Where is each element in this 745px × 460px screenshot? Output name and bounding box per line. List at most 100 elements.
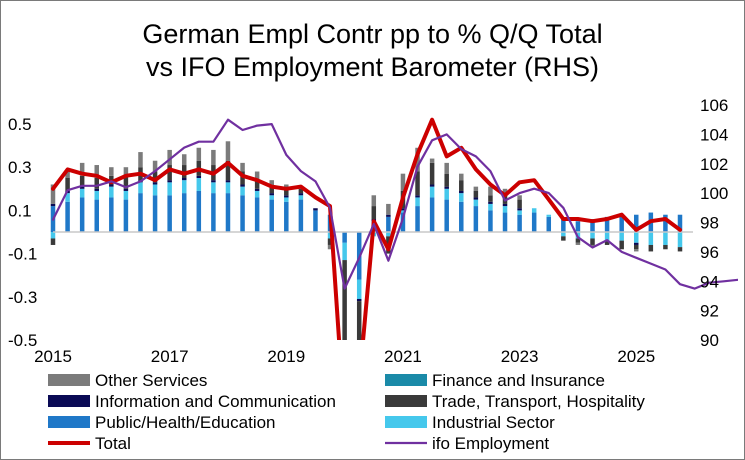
legend-label: Public/Health/Education — [95, 413, 276, 432]
bar-segment — [167, 165, 172, 181]
bar-segment — [50, 232, 56, 239]
bar-segment — [109, 197, 114, 232]
bar-segment — [298, 188, 304, 194]
bar-segment — [167, 180, 172, 183]
bar-segment — [459, 180, 464, 191]
bar-segment — [138, 193, 143, 232]
bar-segment — [677, 247, 683, 252]
chart-title-line-1: German Empl Contr pp to % Q/Q Total — [142, 19, 603, 49]
bar-segment — [123, 167, 129, 176]
bar-segment — [444, 186, 449, 189]
bar-segment — [94, 199, 99, 232]
bar-segment — [575, 221, 581, 232]
bar-segment — [386, 203, 391, 215]
bar-segment — [211, 182, 216, 194]
bar-segment — [502, 203, 508, 207]
bar-segment — [648, 244, 654, 252]
bar-segment — [269, 193, 274, 196]
bar-segment — [415, 206, 420, 232]
bar-segment — [473, 186, 479, 191]
bar-segment — [356, 298, 362, 302]
bar-segment — [444, 199, 449, 232]
bar-segment — [561, 219, 566, 232]
bar-segment — [284, 186, 289, 196]
bar-segment — [342, 242, 347, 261]
y-right-tick-label: 96 — [700, 243, 719, 262]
legend-swatch — [48, 374, 90, 386]
legend-label: Industrial Sector — [432, 413, 555, 432]
bar-segment — [167, 195, 172, 232]
bar-segment — [240, 162, 245, 172]
y-right-tick-label: 94 — [700, 272, 719, 291]
bar-segment — [196, 175, 202, 178]
bar-segment — [211, 180, 216, 183]
bar-segment — [634, 242, 639, 245]
bar-segment — [429, 158, 435, 163]
y-left-tick-label: -0.1 — [8, 245, 37, 264]
bar-segment — [663, 232, 668, 245]
bar-segment — [619, 232, 624, 241]
bar-segment — [313, 210, 318, 232]
y-right-tick-label: 106 — [700, 96, 728, 115]
legend-swatch — [48, 416, 90, 428]
bar-segment — [269, 180, 274, 187]
axes-layer: 0.5 0.3 0.1 -0.1 -0.3 -0.5 106 104 102 100 98 96 94 9… — [8, 96, 728, 366]
bar-segment — [152, 184, 158, 196]
bar-segment — [269, 186, 274, 194]
y-right-tick-label: 102 — [700, 155, 728, 174]
bar-segment — [546, 216, 552, 232]
legend-swatch — [48, 395, 90, 407]
bar-segment — [488, 186, 493, 196]
bar-segment — [181, 154, 187, 166]
chart-title-line-2: vs IFO Employment Barometer (RHS) — [145, 52, 600, 82]
bar-segment — [79, 186, 85, 189]
bar-segment — [459, 190, 464, 194]
y-left-tick-label: 0.5 — [8, 115, 32, 134]
bar-segment — [152, 195, 158, 232]
bar-segment — [371, 206, 377, 220]
legend-layer: Other Services Finance and Insurance Infor… — [48, 371, 645, 453]
bar-segment — [50, 203, 56, 207]
bar-segment — [356, 279, 362, 299]
bar-segment — [517, 208, 522, 211]
bar-segment — [473, 190, 479, 198]
bar-segment — [634, 244, 639, 250]
bar-segment — [488, 203, 493, 211]
bar-segment — [342, 357, 347, 411]
bar-segment — [167, 149, 172, 166]
legend-label: Information and Communication — [95, 392, 336, 411]
bar-segment — [619, 214, 624, 232]
bar-segment — [429, 184, 435, 187]
bar-segment — [444, 162, 449, 174]
bar-segment — [502, 206, 508, 213]
bar-segment — [79, 197, 85, 232]
bar-segment — [561, 232, 566, 237]
bar-segment — [590, 219, 595, 232]
bar-segment — [79, 188, 85, 198]
bar-segment — [65, 193, 70, 202]
bar-segment — [561, 236, 566, 241]
bar-segment — [181, 178, 187, 181]
bar-segment — [269, 195, 274, 200]
bar-segment — [342, 232, 347, 243]
bar-segment — [254, 171, 260, 181]
bar-segment — [488, 201, 493, 204]
y-left-tick-label: 0.3 — [8, 158, 32, 177]
bar-segment — [225, 160, 231, 181]
bar-segment — [648, 232, 654, 245]
bar-segment — [196, 178, 202, 191]
bar-segment — [473, 197, 479, 200]
bar-segment — [327, 238, 333, 245]
bar-segment — [444, 188, 449, 200]
bar-segment — [634, 232, 639, 243]
bar-segment — [604, 240, 610, 245]
bar-segment — [371, 195, 377, 207]
bar-segment — [313, 208, 318, 211]
legend-swatch — [385, 374, 427, 386]
bar-segment — [94, 178, 99, 189]
bar-segment — [298, 199, 304, 232]
bar-segment — [634, 249, 639, 252]
legend-label: Trade, Transport, Hospitality — [432, 392, 645, 411]
bar-segment — [386, 214, 391, 217]
